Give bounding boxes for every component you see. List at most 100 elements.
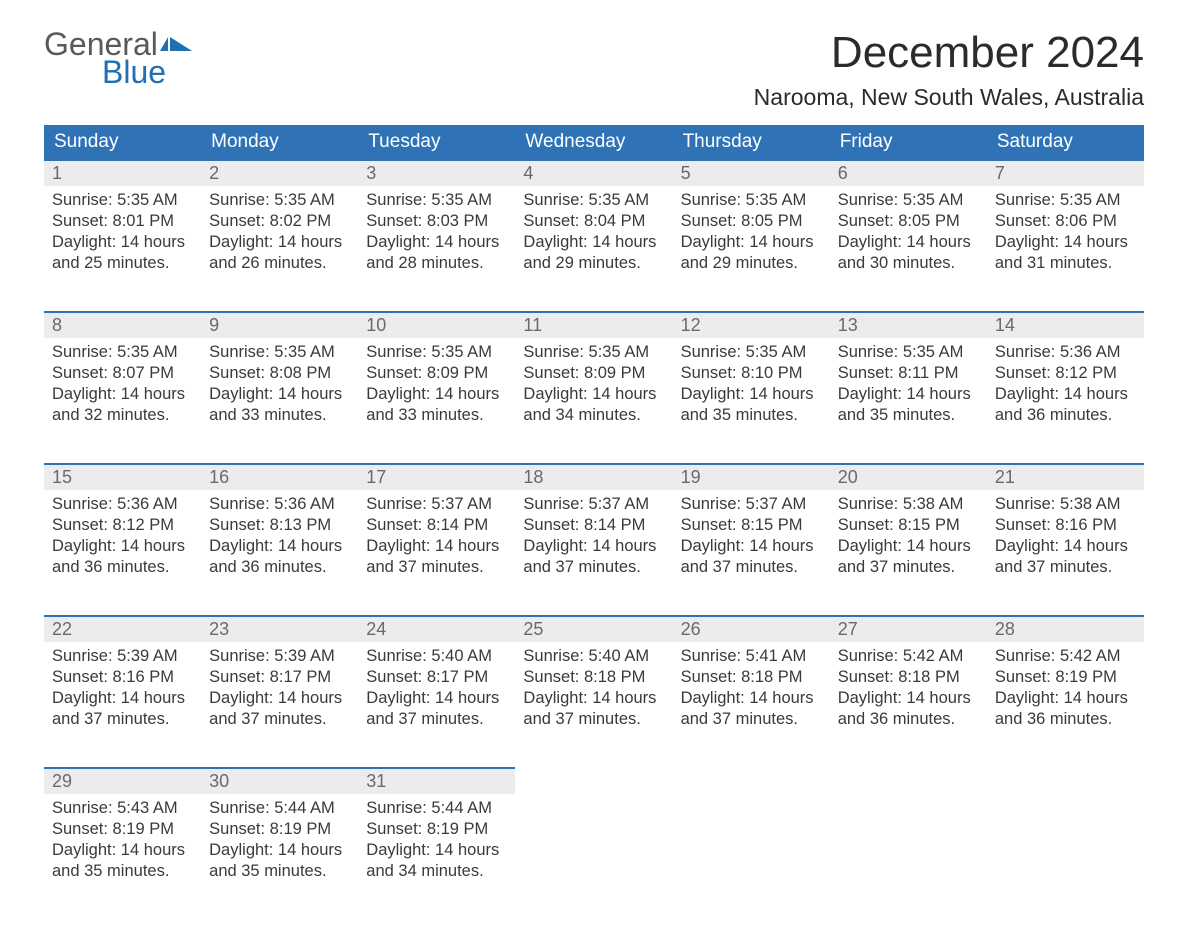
day-number: 23: [201, 616, 358, 642]
day-sunset: Sunset: 8:18 PM: [681, 667, 822, 688]
day-sunset: Sunset: 8:06 PM: [995, 211, 1136, 232]
day-dl2: and 35 minutes.: [209, 861, 350, 882]
day-dl1: Daylight: 14 hours: [995, 232, 1136, 253]
day-number: 24: [358, 616, 515, 642]
weekday-header: Sunday: [44, 125, 201, 160]
day-dl1: Daylight: 14 hours: [681, 536, 822, 557]
day-number: 27: [830, 616, 987, 642]
day-cell: [987, 794, 1144, 920]
daynum-row: 1234567: [44, 160, 1144, 186]
day-sunrise: Sunrise: 5:37 AM: [681, 494, 822, 515]
day-number: [673, 768, 830, 794]
day-dl1: Daylight: 14 hours: [209, 536, 350, 557]
day-number: 17: [358, 464, 515, 490]
day-sunset: Sunset: 8:05 PM: [838, 211, 979, 232]
day-sunrise: Sunrise: 5:36 AM: [209, 494, 350, 515]
day-dl2: and 36 minutes.: [52, 557, 193, 578]
day-number: 29: [44, 768, 201, 794]
day-dl2: and 31 minutes.: [995, 253, 1136, 274]
day-dl2: and 36 minutes.: [995, 405, 1136, 426]
day-sunset: Sunset: 8:04 PM: [523, 211, 664, 232]
day-cell: Sunrise: 5:40 AMSunset: 8:18 PMDaylight:…: [515, 642, 672, 768]
day-dl2: and 35 minutes.: [838, 405, 979, 426]
day-cell: Sunrise: 5:44 AMSunset: 8:19 PMDaylight:…: [358, 794, 515, 920]
day-dl1: Daylight: 14 hours: [838, 688, 979, 709]
day-cell: Sunrise: 5:44 AMSunset: 8:19 PMDaylight:…: [201, 794, 358, 920]
day-sunrise: Sunrise: 5:39 AM: [52, 646, 193, 667]
day-cell: Sunrise: 5:35 AMSunset: 8:05 PMDaylight:…: [830, 186, 987, 312]
day-cell: Sunrise: 5:35 AMSunset: 8:09 PMDaylight:…: [358, 338, 515, 464]
day-dl2: and 25 minutes.: [52, 253, 193, 274]
day-sunset: Sunset: 8:14 PM: [366, 515, 507, 536]
day-sunrise: Sunrise: 5:35 AM: [209, 342, 350, 363]
day-dl2: and 29 minutes.: [681, 253, 822, 274]
day-sunrise: Sunrise: 5:38 AM: [995, 494, 1136, 515]
day-sunset: Sunset: 8:16 PM: [995, 515, 1136, 536]
day-dl1: Daylight: 14 hours: [838, 536, 979, 557]
day-dl1: Daylight: 14 hours: [523, 384, 664, 405]
day-dl1: Daylight: 14 hours: [209, 384, 350, 405]
day-dl2: and 37 minutes.: [523, 709, 664, 730]
day-sunrise: Sunrise: 5:38 AM: [838, 494, 979, 515]
daynum-row: 293031: [44, 768, 1144, 794]
day-dl1: Daylight: 14 hours: [52, 840, 193, 861]
day-cell: Sunrise: 5:39 AMSunset: 8:17 PMDaylight:…: [201, 642, 358, 768]
day-number: [987, 768, 1144, 794]
day-dl1: Daylight: 14 hours: [209, 840, 350, 861]
day-sunrise: Sunrise: 5:37 AM: [366, 494, 507, 515]
day-sunset: Sunset: 8:07 PM: [52, 363, 193, 384]
day-dl1: Daylight: 14 hours: [52, 232, 193, 253]
day-number: 18: [515, 464, 672, 490]
day-dl1: Daylight: 14 hours: [523, 536, 664, 557]
day-dl2: and 35 minutes.: [52, 861, 193, 882]
day-dl1: Daylight: 14 hours: [681, 232, 822, 253]
logo: General Blue: [44, 28, 194, 88]
day-dl1: Daylight: 14 hours: [995, 384, 1136, 405]
day-dl1: Daylight: 14 hours: [366, 384, 507, 405]
day-number: 9: [201, 312, 358, 338]
day-dl2: and 36 minutes.: [995, 709, 1136, 730]
day-dl2: and 36 minutes.: [838, 709, 979, 730]
day-number: 21: [987, 464, 1144, 490]
day-dl1: Daylight: 14 hours: [838, 232, 979, 253]
day-sunset: Sunset: 8:12 PM: [52, 515, 193, 536]
day-dl2: and 29 minutes.: [523, 253, 664, 274]
day-number: [515, 768, 672, 794]
day-sunrise: Sunrise: 5:35 AM: [995, 190, 1136, 211]
day-sunrise: Sunrise: 5:44 AM: [209, 798, 350, 819]
day-cell: Sunrise: 5:35 AMSunset: 8:07 PMDaylight:…: [44, 338, 201, 464]
day-number: 13: [830, 312, 987, 338]
day-dl2: and 37 minutes.: [995, 557, 1136, 578]
day-sunset: Sunset: 8:09 PM: [523, 363, 664, 384]
day-sunrise: Sunrise: 5:35 AM: [523, 342, 664, 363]
weekday-header: Friday: [830, 125, 987, 160]
day-cell: Sunrise: 5:38 AMSunset: 8:16 PMDaylight:…: [987, 490, 1144, 616]
day-dl2: and 30 minutes.: [838, 253, 979, 274]
day-cell: Sunrise: 5:37 AMSunset: 8:15 PMDaylight:…: [673, 490, 830, 616]
day-number: 14: [987, 312, 1144, 338]
day-sunset: Sunset: 8:09 PM: [366, 363, 507, 384]
daybody-row: Sunrise: 5:36 AM Sunset: 8:12 PM Daylight:…: [44, 490, 1144, 616]
day-number: 11: [515, 312, 672, 338]
day-dl2: and 37 minutes.: [366, 709, 507, 730]
logo-word2: Blue: [44, 56, 194, 88]
day-sunrise: Sunrise: 5:35 AM: [681, 190, 822, 211]
day-number: 1: [44, 160, 201, 186]
day-sunrise: Sunrise: 5:39 AM: [209, 646, 350, 667]
day-dl2: and 28 minutes.: [366, 253, 507, 274]
day-sunset: Sunset: 8:08 PM: [209, 363, 350, 384]
day-cell: Sunrise: 5:35 AMSunset: 8:10 PMDaylight:…: [673, 338, 830, 464]
location-text: Narooma, New South Wales, Australia: [754, 84, 1144, 111]
day-dl2: and 33 minutes.: [366, 405, 507, 426]
day-dl2: and 37 minutes.: [209, 709, 350, 730]
daynum-row: 22232425262728: [44, 616, 1144, 642]
day-cell: Sunrise: 5:35 AMSunset: 8:06 PMDaylight:…: [987, 186, 1144, 312]
day-number: 5: [673, 160, 830, 186]
day-dl2: and 32 minutes.: [52, 405, 193, 426]
daybody-row: Sunrise: 5:43 AMSunset: 8:19 PMDaylight:…: [44, 794, 1144, 920]
day-sunset: Sunset: 8:03 PM: [366, 211, 507, 232]
day-dl1: Daylight: 14 hours: [523, 688, 664, 709]
day-dl1: Daylight: 14 hours: [995, 536, 1136, 557]
day-dl2: and 37 minutes.: [681, 709, 822, 730]
day-cell: Sunrise: 5:37 AMSunset: 8:14 PMDaylight:…: [358, 490, 515, 616]
